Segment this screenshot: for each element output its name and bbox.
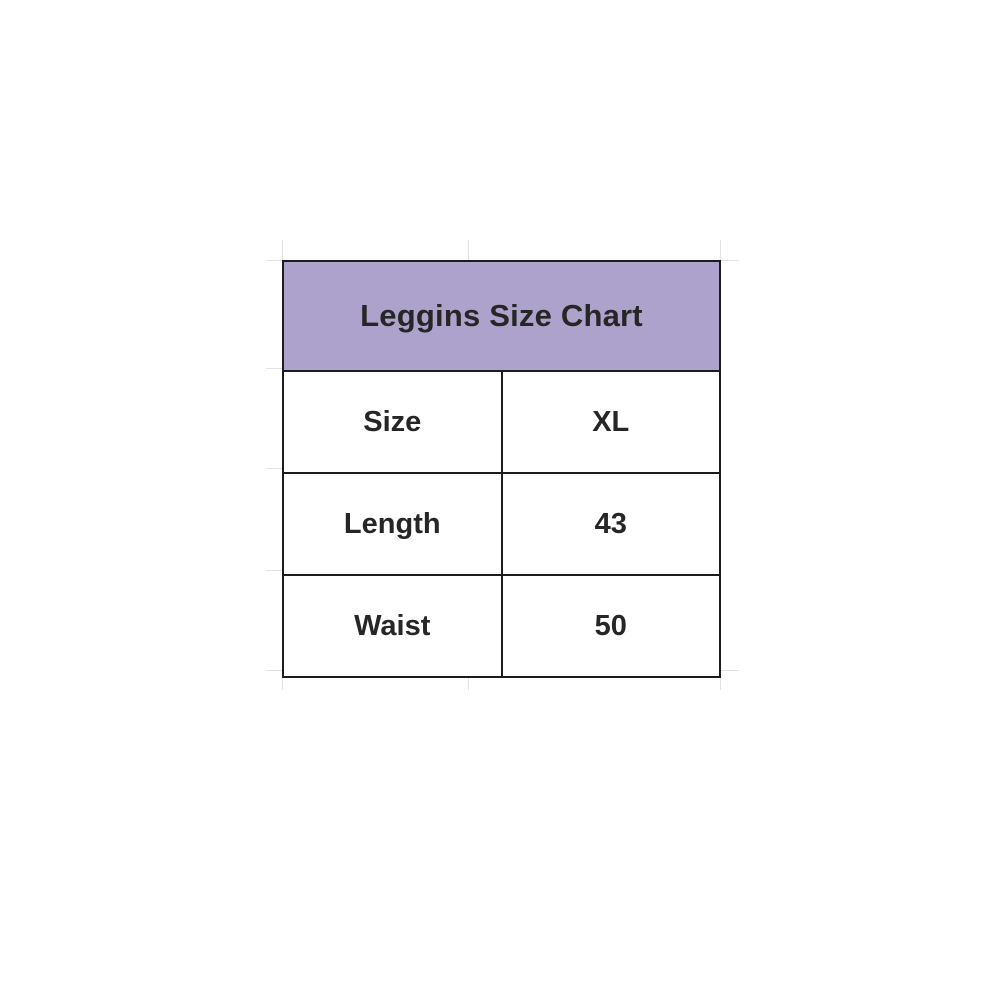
gridline-vertical: [720, 668, 721, 690]
gridline-horizontal: [715, 670, 739, 671]
size-chart-container: Leggins Size Chart Size XL Length 43 Wai…: [282, 260, 721, 678]
gridline-vertical: [468, 668, 469, 690]
gridline-horizontal: [266, 570, 288, 571]
gridline-horizontal: [715, 260, 739, 261]
table-row: Length 43: [282, 472, 721, 576]
gridline-vertical: [720, 240, 721, 262]
size-chart-table: Leggins Size Chart Size XL Length 43 Wai…: [282, 260, 721, 678]
gridline-vertical: [282, 240, 283, 262]
row-value-length: 43: [500, 472, 721, 576]
gridline-horizontal: [266, 670, 288, 671]
table-header-row: Leggins Size Chart: [282, 260, 721, 372]
row-label-length: Length: [282, 472, 503, 576]
gridline-horizontal: [266, 260, 288, 261]
gridline-vertical: [468, 240, 469, 262]
row-value-size: XL: [500, 370, 721, 474]
row-value-waist: 50: [500, 574, 721, 678]
gridline-vertical: [282, 668, 283, 690]
table-row: Waist 50: [282, 574, 721, 678]
gridline-horizontal: [266, 368, 288, 369]
row-label-waist: Waist: [282, 574, 503, 678]
gridline-horizontal: [266, 468, 288, 469]
chart-title: Leggins Size Chart: [282, 260, 721, 372]
table-row: Size XL: [282, 370, 721, 474]
row-label-size: Size: [282, 370, 503, 474]
